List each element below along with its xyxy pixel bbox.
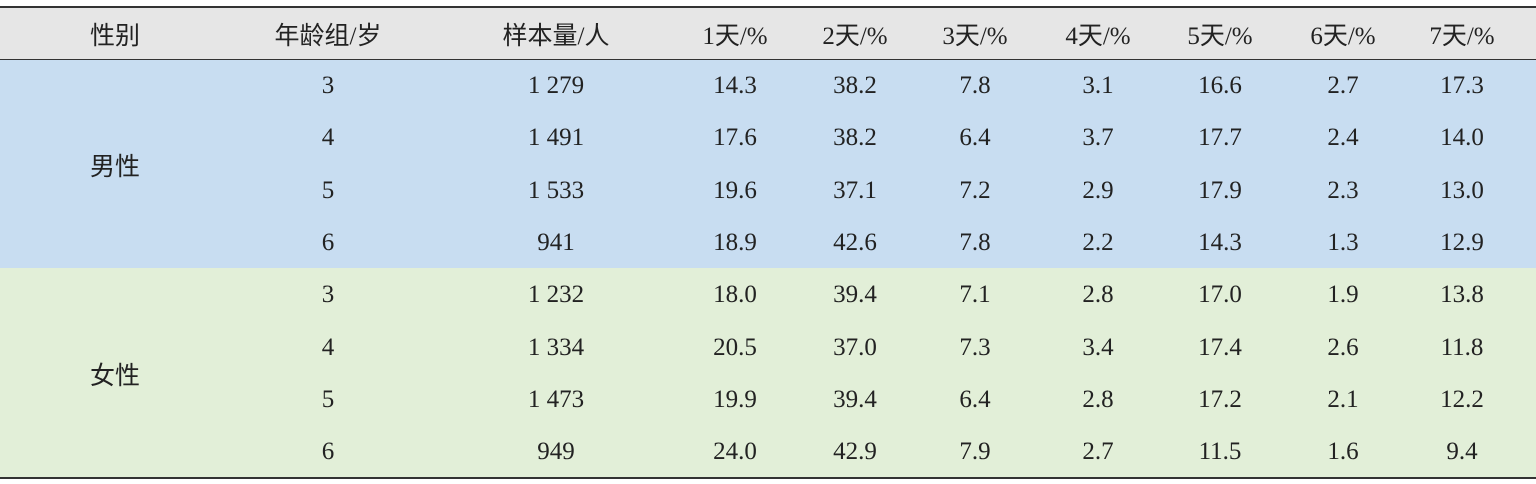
cell: 12.2 bbox=[1440, 385, 1484, 413]
cell: 941 bbox=[537, 229, 575, 257]
cell: 2.8 bbox=[1082, 281, 1114, 309]
cell: 6.4 bbox=[959, 385, 991, 413]
cell: 4 bbox=[321, 124, 335, 152]
header-cell: 2天/% bbox=[822, 23, 888, 50]
cell: 18.0 bbox=[713, 281, 757, 309]
cell: 17.4 bbox=[1198, 333, 1242, 361]
cell: 5 bbox=[321, 176, 335, 204]
male-band bbox=[0, 60, 1536, 268]
cell: 16.6 bbox=[1198, 72, 1242, 100]
cell: 14.0 bbox=[1440, 124, 1484, 152]
header-band bbox=[0, 7, 1536, 60]
cell: 37.1 bbox=[833, 176, 877, 204]
cell: 17.3 bbox=[1440, 72, 1484, 100]
header-cell: 年龄组/岁 bbox=[274, 23, 382, 50]
cell: 1 279 bbox=[527, 72, 585, 100]
header-rule bbox=[0, 59, 1536, 60]
cell: 38.2 bbox=[833, 124, 877, 152]
cell: 7.8 bbox=[959, 229, 991, 257]
cell: 37.0 bbox=[833, 333, 877, 361]
cell: 3.1 bbox=[1082, 72, 1114, 100]
header-cell: 样本量/人 bbox=[502, 23, 610, 50]
cell: 1 334 bbox=[527, 333, 585, 361]
header-cell: 性别 bbox=[89, 23, 141, 50]
cell: 1 473 bbox=[527, 385, 585, 413]
cell: 17.2 bbox=[1198, 385, 1242, 413]
cell: 7.9 bbox=[959, 438, 991, 466]
cell: 38.2 bbox=[833, 72, 877, 100]
group-label: 女性 bbox=[89, 362, 141, 390]
cell: 6 bbox=[321, 438, 335, 466]
cell: 2.4 bbox=[1327, 124, 1359, 152]
cell: 2.8 bbox=[1082, 385, 1114, 413]
cell: 39.4 bbox=[833, 281, 877, 309]
cell: 11.8 bbox=[1440, 333, 1484, 361]
cell: 949 bbox=[537, 438, 575, 466]
female-band bbox=[0, 268, 1536, 477]
cell: 13.0 bbox=[1440, 176, 1484, 204]
cell: 11.5 bbox=[1198, 438, 1242, 466]
cell: 2.7 bbox=[1327, 72, 1359, 100]
cell: 17.9 bbox=[1198, 176, 1242, 204]
cell: 20.5 bbox=[713, 333, 757, 361]
cell: 17.0 bbox=[1198, 281, 1242, 309]
cell: 2.3 bbox=[1327, 176, 1359, 204]
cell: 2.6 bbox=[1327, 333, 1359, 361]
header-cell: 1天/% bbox=[702, 23, 768, 50]
cell: 2.1 bbox=[1327, 385, 1359, 413]
cell: 17.6 bbox=[713, 124, 757, 152]
group-label: 男性 bbox=[89, 153, 141, 181]
header-cell: 6天/% bbox=[1310, 23, 1376, 50]
cell: 19.6 bbox=[713, 176, 757, 204]
cell: 42.9 bbox=[833, 438, 877, 466]
cell: 14.3 bbox=[1198, 229, 1242, 257]
cell: 1.9 bbox=[1327, 281, 1359, 309]
cell: 13.8 bbox=[1440, 281, 1484, 309]
cell: 7.3 bbox=[959, 333, 991, 361]
cell: 24.0 bbox=[713, 438, 757, 466]
cell: 1.6 bbox=[1327, 438, 1359, 466]
cell: 1 232 bbox=[527, 281, 585, 309]
cell: 4 bbox=[321, 333, 335, 361]
header-cell: 3天/% bbox=[942, 23, 1008, 50]
header-cell: 4天/% bbox=[1065, 23, 1131, 50]
cell: 2.2 bbox=[1082, 229, 1114, 257]
bottom-rule bbox=[0, 477, 1536, 479]
cell: 5 bbox=[321, 385, 335, 413]
cell: 3.4 bbox=[1082, 333, 1114, 361]
cell: 2.9 bbox=[1082, 176, 1114, 204]
cell: 14.3 bbox=[713, 72, 757, 100]
cell: 18.9 bbox=[713, 229, 757, 257]
cell: 2.7 bbox=[1082, 438, 1114, 466]
cell: 12.9 bbox=[1440, 229, 1484, 257]
cell: 7.8 bbox=[959, 72, 991, 100]
header-cell: 5天/% bbox=[1187, 23, 1253, 50]
cell: 1 533 bbox=[527, 176, 585, 204]
cell: 39.4 bbox=[833, 385, 877, 413]
cell: 42.6 bbox=[833, 229, 877, 257]
cell: 6.4 bbox=[959, 124, 991, 152]
cell: 3 bbox=[321, 72, 335, 100]
cell: 3.7 bbox=[1082, 124, 1114, 152]
cell: 1 491 bbox=[527, 124, 585, 152]
top-rule bbox=[0, 6, 1536, 8]
cell: 1.3 bbox=[1327, 229, 1359, 257]
cell: 6 bbox=[321, 229, 335, 257]
cell: 17.7 bbox=[1198, 124, 1242, 152]
cell: 3 bbox=[321, 281, 335, 309]
cell: 19.9 bbox=[713, 385, 757, 413]
cell: 9.4 bbox=[1446, 438, 1478, 466]
header-cell: 7天/% bbox=[1429, 23, 1495, 50]
cell: 7.2 bbox=[959, 176, 991, 204]
cell: 7.1 bbox=[959, 281, 991, 309]
